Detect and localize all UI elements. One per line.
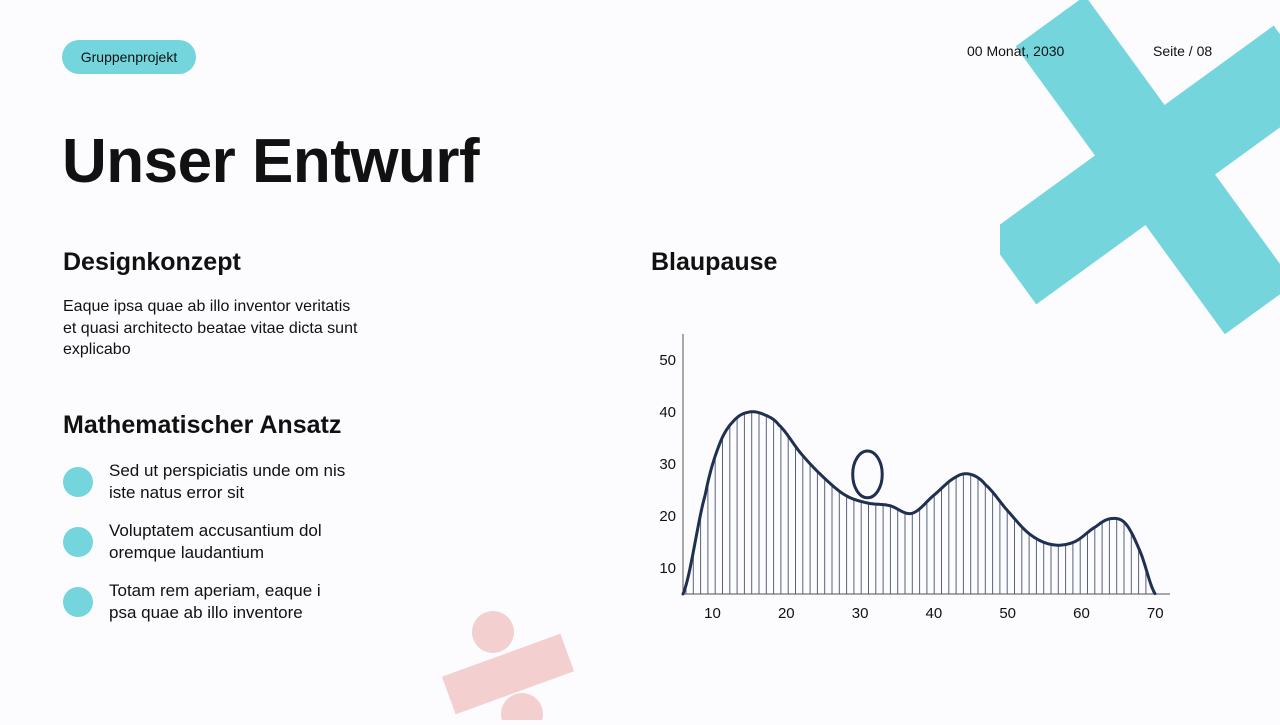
project-tag: Gruppenprojekt <box>62 40 196 74</box>
bullet-text: Voluptatem accusantium dol oremque lauda… <box>109 521 322 562</box>
y-tick-label: 10 <box>659 560 676 577</box>
divide-shape <box>430 600 590 725</box>
project-tag-label: Gruppenprojekt <box>80 49 178 65</box>
bullet-text: Totam rem aperiam, eaque i psa quae ab i… <box>109 581 321 622</box>
bullet-dot <box>63 587 93 617</box>
curve-loop <box>851 449 884 500</box>
design-concept-text: Eaque ipsa quae ab illo inventor veritat… <box>63 298 358 358</box>
bullet-list: Sed ut perspiciatis unde om nis iste nat… <box>63 460 349 640</box>
list-item: Sed ut perspiciatis unde om nis iste nat… <box>63 460 349 520</box>
page-title: Unser Entwurf <box>62 127 480 196</box>
list-item: Voluptatem accusantium dol oremque lauda… <box>63 520 349 580</box>
bullet-dot <box>63 527 93 557</box>
x-tick-label: 70 <box>1147 605 1164 622</box>
list-item: Totam rem aperiam, eaque i psa quae ab i… <box>63 580 349 640</box>
x-tick-label: 40 <box>926 605 943 622</box>
heading-design-concept: Designkonzept <box>63 248 241 276</box>
y-tick-label: 30 <box>659 456 676 473</box>
bullet-dot <box>63 467 93 497</box>
x-tick-label: 60 <box>1073 605 1090 622</box>
plus-shape <box>985 0 1280 340</box>
heading-math-approach: Mathematischer Ansatz <box>63 411 342 439</box>
x-tick-label: 30 <box>852 605 869 622</box>
heading-blueprint: Blaupause <box>651 248 778 276</box>
x-tick-label: 20 <box>778 605 795 622</box>
y-tick-label: 20 <box>659 508 676 525</box>
page-number: Seite / 08 <box>1153 43 1213 59</box>
date-label: 00 Monat, 2030 <box>967 43 1065 59</box>
y-tick-label: 50 <box>659 352 676 369</box>
x-tick-label: 50 <box>999 605 1016 622</box>
blueprint-chart: 10 20 30 40 50 60 70 10 20 30 40 50 <box>659 334 1170 622</box>
series-line <box>681 410 1157 596</box>
y-tick-label: 40 <box>659 404 676 421</box>
bullet-text: Sed ut perspiciatis unde om nis iste nat… <box>109 461 346 502</box>
x-tick-label: 10 <box>704 605 721 622</box>
